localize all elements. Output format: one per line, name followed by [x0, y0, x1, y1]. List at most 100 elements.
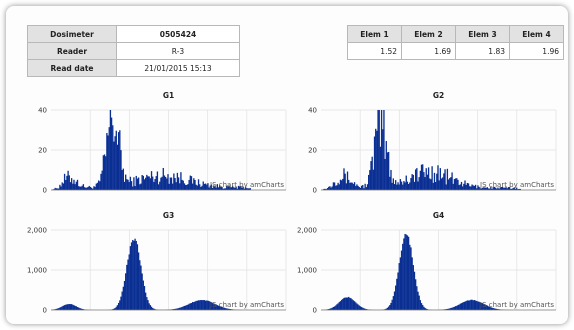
bar — [424, 177, 426, 190]
bar — [395, 180, 397, 190]
bar — [154, 178, 156, 190]
bar — [383, 110, 385, 190]
bar — [99, 181, 101, 190]
bar — [415, 279, 417, 310]
bar — [330, 187, 332, 190]
bar — [397, 272, 399, 310]
bar — [485, 187, 487, 190]
bar — [63, 173, 66, 190]
bar — [58, 188, 60, 190]
bar — [115, 306, 117, 310]
bar — [187, 184, 189, 190]
row-label: Dosimeter — [27, 25, 117, 43]
bar — [211, 187, 214, 190]
bar — [462, 186, 464, 190]
bar — [196, 185, 199, 190]
bar — [406, 181, 409, 190]
bar — [483, 303, 485, 310]
bar — [96, 182, 99, 190]
bar — [72, 183, 74, 190]
bar — [351, 182, 353, 190]
bar — [217, 305, 220, 310]
bar — [452, 183, 454, 190]
bar — [160, 177, 162, 190]
y-tick-label: 1,000 — [27, 267, 47, 275]
bar — [480, 302, 483, 310]
read-date-value: 21/01/2015 15:13 — [116, 59, 240, 77]
bar — [164, 176, 167, 190]
bar — [70, 304, 73, 310]
bar — [209, 301, 211, 310]
bar — [509, 187, 511, 190]
bar — [129, 176, 132, 190]
bar — [136, 178, 139, 190]
bar — [359, 306, 362, 310]
bar — [457, 179, 459, 190]
bar — [500, 187, 503, 190]
bar — [484, 187, 486, 190]
bar — [120, 296, 122, 310]
bar — [76, 307, 79, 310]
bar — [149, 305, 152, 310]
bar — [188, 179, 190, 190]
bar — [122, 168, 124, 190]
bar — [197, 179, 200, 190]
chart-g4: G4 0 1,000 2,000 JS chart by amCharts — [297, 211, 557, 315]
bar — [89, 186, 92, 190]
bar — [81, 308, 83, 310]
chart-credit[interactable]: JS chart by amCharts — [479, 301, 554, 309]
bar — [348, 296, 350, 310]
chart-credit[interactable]: JS chart by amCharts — [479, 181, 554, 189]
bar — [413, 181, 416, 190]
bar — [230, 187, 233, 190]
bar — [325, 189, 328, 190]
chart-credit[interactable]: JS chart by amCharts — [209, 301, 284, 309]
bar — [159, 181, 161, 190]
y-tick-label: 0 — [313, 307, 317, 315]
bar — [504, 187, 506, 190]
bar — [153, 308, 155, 310]
bar — [343, 297, 345, 310]
bar — [199, 184, 201, 190]
bar — [460, 181, 463, 190]
chart-credit[interactable]: JS chart by amCharts — [209, 181, 284, 189]
bar — [236, 188, 238, 190]
bar — [446, 308, 449, 310]
bar — [101, 170, 103, 190]
bar — [92, 188, 94, 190]
bar — [223, 188, 226, 190]
column-header: Elem 4 — [509, 25, 564, 43]
bar — [246, 188, 248, 190]
bar — [183, 183, 186, 190]
bar — [342, 298, 344, 310]
bar — [385, 141, 387, 190]
bar — [146, 297, 148, 310]
bar — [412, 265, 414, 310]
bar — [339, 301, 342, 310]
bar — [356, 303, 358, 310]
bar — [498, 188, 500, 190]
bar — [403, 238, 405, 310]
bar — [391, 299, 393, 310]
bar — [329, 186, 331, 190]
bar — [114, 308, 116, 310]
bar — [331, 186, 333, 190]
bar — [460, 303, 463, 310]
bar — [333, 182, 336, 190]
y-tick-label: 40 — [38, 107, 47, 115]
bar — [150, 171, 153, 190]
bar — [248, 188, 250, 190]
bar — [140, 265, 142, 310]
bar — [459, 184, 461, 190]
bar — [352, 300, 355, 310]
bar — [135, 175, 137, 190]
bar — [451, 307, 453, 310]
bar — [79, 186, 81, 190]
bar — [447, 308, 450, 310]
bar — [404, 233, 406, 310]
bar — [117, 132, 120, 190]
bar — [445, 184, 447, 190]
chart-g1: G1 0 20 40 JS chart by amCharts — [38, 91, 287, 195]
bar — [331, 307, 333, 310]
bar — [423, 306, 425, 310]
